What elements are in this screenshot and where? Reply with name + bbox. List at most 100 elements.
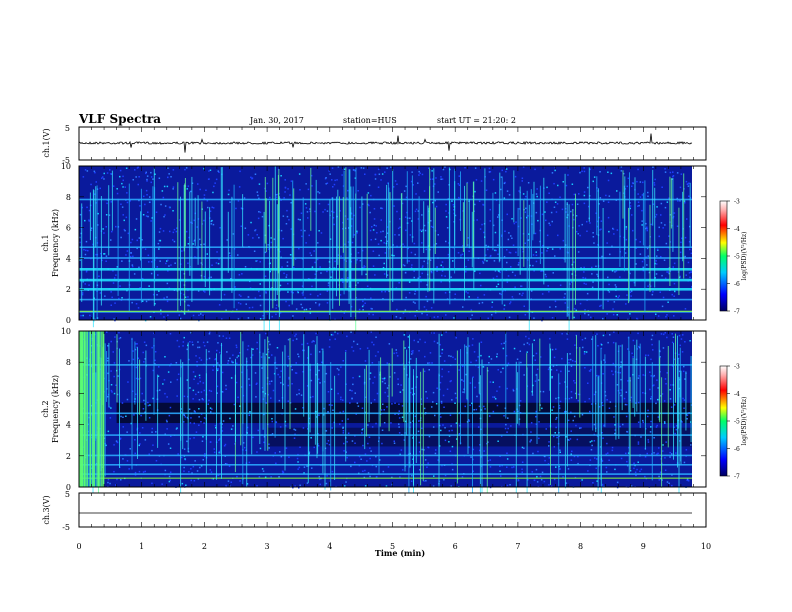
spectrogram-speckle [169,230,171,233]
spectrogram-speckle [649,388,651,391]
spectrogram-speckle [454,392,457,395]
spectrogram-speckle [208,333,211,335]
spectrogram-speckle [290,365,292,368]
spectrogram-speckle [432,485,435,487]
spectrogram-speckle [569,283,571,285]
spectrogram-speckle [309,308,311,310]
spectrogram-speckle [295,333,297,336]
spectrogram-speckle [423,407,426,410]
spectrogram-speckle [470,361,472,364]
spectrogram-speckle [329,338,331,341]
spectrogram-speckle [441,261,444,263]
spectrogram-speckle [451,468,454,471]
ch3-waveform-panel: 5 -5 ch.3(V) 0 1 2 3 4 5 6 7 8 9 10 Time (min) [42,490,711,558]
spectrogram-speckle [605,453,607,455]
spectrogram-speckle [239,303,242,305]
spectrogram-speckle [530,290,533,292]
spectrogram-speckle [527,239,529,241]
spectrogram-speckle [347,218,349,220]
spectrogram-speckle [103,232,105,234]
spectrogram-speckle [343,442,345,445]
spectrogram-speckle [444,427,446,429]
spectrogram-speckle [542,244,544,247]
spectrogram-speckle [183,395,186,398]
spectrogram-speckle [575,230,578,233]
spectrogram-speckle [106,172,109,174]
spectrogram-speckle [303,472,305,474]
spectrogram-speckle [569,353,571,355]
spectrogram-speckle [108,406,111,408]
spectrogram-speckle [469,318,472,320]
spectrogram-speckle [169,479,171,482]
spectrogram-burst [352,186,354,238]
spectrogram-speckle [502,290,504,292]
spectrogram-speckle [255,383,258,385]
spectrogram-speckle [419,338,421,341]
spectrogram-burst [409,334,410,413]
spectrogram-speckle [539,390,542,393]
spectrogram-speckle [186,416,189,419]
spectrogram-speckle [251,306,254,309]
spectrogram-speckle [497,244,499,246]
spectrogram-speckle [660,222,663,224]
spectrogram-speckle [145,171,147,174]
spectrogram-burst [566,353,568,467]
spectrogram-speckle [420,398,422,400]
spectrogram-speckle [411,387,413,390]
spectrogram-burst [317,363,319,454]
spectrogram-speckle [359,259,362,262]
spectrogram-speckle [476,219,478,221]
spectrogram-speckle [609,401,612,403]
spectrogram-speckle [411,264,413,266]
spectrogram-speckle [641,260,644,263]
spectrogram-speckle [671,341,674,344]
spectrogram-speckle [250,221,252,224]
spectrogram-speckle [195,393,197,396]
spectrogram-speckle [497,270,500,272]
spectrogram-speckle [553,446,556,448]
spectrogram-burst [182,362,184,450]
spectrogram-burst [685,371,687,431]
spectrogram-speckle [430,220,432,222]
spectrogram-speckle [654,216,657,218]
x-tick-label: 10 [701,542,711,551]
spectrogram-burst [272,177,274,309]
spectrogram-speckle [601,483,604,486]
spectrogram-speckle [354,461,356,464]
spectrogram-speckle [578,225,580,227]
spectrogram-speckle [199,188,201,191]
spectrogram-speckle [673,212,676,214]
spectrogram-speckle [197,341,199,343]
spectrogram-speckle [450,485,452,487]
spectrogram-speckle [626,464,629,467]
spectrogram-speckle [581,414,584,416]
spectrogram-speckle [235,207,237,210]
spectrogram-speckle [111,296,113,299]
spectrogram-speckle [671,484,673,487]
spectrogram-speckle [211,264,213,266]
spectrogram-speckle [192,465,195,468]
spectrogram-speckle [592,232,594,234]
spectrogram-speckle [380,413,382,416]
spectrogram-burst [184,178,186,247]
spectrogram-speckle [613,416,615,418]
spectrogram-speckle [447,371,450,373]
spectrogram-speckle [414,293,416,295]
spectrogram-speckle [608,283,610,286]
spectrogram-speckle [135,377,138,380]
spectrogram-speckle [375,455,377,458]
spectrogram-speckle [150,176,153,178]
spectrogram-speckle [142,471,145,473]
spectrogram-burst [242,364,244,485]
spectrogram-speckle [256,234,258,236]
spectrogram-speckle [657,416,660,418]
colorbar-tick-label: -7 [734,474,740,481]
spectrogram-speckle [482,260,484,263]
spectrogram-speckle [514,286,516,288]
spectrogram-speckle [405,296,407,299]
spectrogram-speckle [297,468,299,470]
spectrogram-speckle [116,192,119,195]
spectrogram-speckle [368,184,371,187]
spectrogram-speckle [596,220,599,223]
spectrogram-speckle [483,231,485,234]
